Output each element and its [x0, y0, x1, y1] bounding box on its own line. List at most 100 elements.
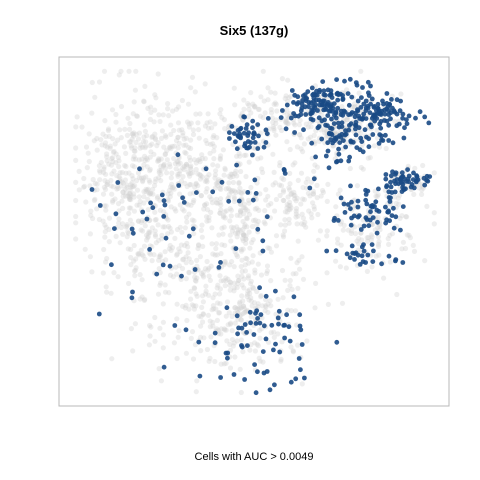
all-cells-point-1355 — [285, 121, 291, 127]
high-auc-cells-point-546 — [89, 187, 95, 192]
all-cells-point-1714 — [206, 265, 212, 271]
all-cells-point-385 — [138, 142, 144, 148]
all-cells-point-715 — [242, 205, 248, 211]
high-auc-cells-point-520 — [298, 327, 304, 333]
all-cells-point-898 — [160, 345, 166, 351]
all-cells-point-732 — [223, 186, 229, 192]
all-cells-point-1171 — [302, 219, 308, 225]
all-cells-point-1104 — [228, 320, 234, 326]
all-cells-point-280 — [127, 191, 133, 197]
all-cells-point-1515 — [395, 195, 401, 201]
all-cells-point-276 — [128, 139, 134, 145]
high-auc-cells-point-484 — [212, 330, 218, 336]
all-cells-point-962 — [241, 306, 247, 312]
high-auc-cells-point-498 — [271, 347, 276, 353]
all-cells-point-1089 — [238, 389, 244, 396]
all-cells-point-1172 — [287, 199, 293, 205]
high-auc-cells-point-196 — [334, 91, 340, 97]
all-cells-point-978 — [156, 366, 162, 372]
all-cells-point-189 — [116, 208, 122, 214]
all-cells-point-412 — [204, 140, 210, 147]
all-cells-point-114 — [129, 136, 135, 142]
high-auc-cells-point-76 — [299, 101, 305, 107]
all-cells-point-72 — [148, 109, 154, 115]
all-cells-point-1602 — [369, 234, 375, 240]
high-auc-cells-point-298 — [256, 133, 261, 139]
high-auc-cells-point-92 — [315, 108, 320, 113]
all-cells-point-130 — [133, 156, 139, 162]
all-cells-point-1684 — [167, 272, 174, 278]
high-auc-cells-point-549 — [161, 214, 167, 219]
all-cells-point-1100 — [174, 355, 180, 362]
all-cells-point-1558 — [365, 235, 371, 241]
all-cells-point-432 — [246, 197, 252, 203]
all-cells-point-1672 — [168, 247, 174, 253]
all-cells-point-973 — [239, 282, 245, 288]
all-cells-point-620 — [237, 185, 243, 191]
all-cells-point-408 — [270, 119, 276, 126]
all-cells-point-832 — [210, 323, 216, 329]
all-cells-point-1128 — [324, 228, 330, 234]
all-cells-point-1516 — [375, 241, 381, 247]
all-cells-point-0 — [102, 118, 108, 124]
all-cells-point-27 — [158, 167, 164, 173]
all-cells-point-1568 — [406, 232, 412, 238]
high-auc-cells-point-581 — [226, 198, 232, 204]
all-cells-point-748 — [256, 142, 262, 148]
all-cells-point-713 — [246, 200, 252, 206]
all-cells-point-770 — [265, 245, 271, 251]
high-auc-cells-point-310 — [238, 125, 244, 131]
all-cells-point-1285 — [283, 120, 289, 126]
all-cells-point-1746 — [176, 263, 182, 269]
high-auc-cells-point-142 — [348, 121, 354, 127]
all-cells-point-1002 — [218, 326, 224, 332]
all-cells-point-127 — [83, 199, 89, 205]
all-cells-point-1636 — [397, 192, 403, 198]
all-cells-point-100 — [104, 154, 110, 160]
all-cells-point-133 — [162, 151, 169, 157]
all-cells-point-124 — [87, 254, 93, 260]
high-auc-cells-point-365 — [405, 167, 410, 173]
high-auc-cells-point-454 — [359, 244, 365, 250]
all-cells-point-512 — [164, 148, 170, 154]
all-cells-point-477 — [156, 112, 162, 118]
all-cells-point-493 — [175, 173, 181, 179]
all-cells-point-735 — [222, 165, 228, 171]
all-cells-point-473 — [184, 161, 190, 167]
high-auc-cells-point-66 — [311, 91, 317, 97]
all-cells-point-841 — [285, 307, 291, 313]
all-cells-point-660 — [227, 232, 233, 238]
all-cells-point-723 — [255, 218, 261, 224]
all-cells-point-752 — [213, 241, 219, 247]
all-cells-point-633 — [260, 169, 266, 176]
all-cells-point-1099 — [201, 274, 207, 280]
all-cells-point-791 — [238, 248, 244, 254]
high-auc-cells-point-536 — [147, 247, 153, 252]
all-cells-point-1205 — [261, 219, 267, 225]
high-auc-cells-point-471 — [235, 331, 241, 337]
all-cells-point-32 — [164, 157, 170, 163]
all-cells-point-919 — [237, 366, 243, 372]
high-auc-cells-point-283 — [334, 135, 340, 140]
all-cells-point-1652 — [147, 251, 154, 257]
all-cells-point-661 — [234, 224, 240, 230]
all-cells-point-35 — [141, 194, 147, 200]
all-cells-point-1046 — [240, 329, 246, 335]
all-cells-point-739 — [249, 259, 255, 265]
all-cells-point-597 — [161, 144, 167, 150]
high-auc-cells-point-494 — [231, 372, 237, 377]
all-cells-point-216 — [152, 209, 158, 215]
all-cells-point-691 — [246, 159, 252, 165]
all-cells-point-656 — [238, 190, 244, 196]
high-auc-cells-point-190 — [398, 98, 403, 104]
all-cells-point-129 — [131, 99, 137, 105]
high-auc-cells-point-530 — [269, 322, 275, 328]
high-auc-cells-point-381 — [400, 182, 406, 187]
all-cells-point-769 — [284, 209, 290, 215]
all-cells-point-1270 — [284, 112, 290, 118]
all-cells-point-1329 — [274, 108, 280, 114]
all-cells-point-658 — [233, 189, 239, 195]
all-cells-point-1008 — [192, 342, 198, 348]
high-auc-cells-point-393 — [355, 198, 361, 204]
all-cells-point-274 — [73, 179, 79, 185]
